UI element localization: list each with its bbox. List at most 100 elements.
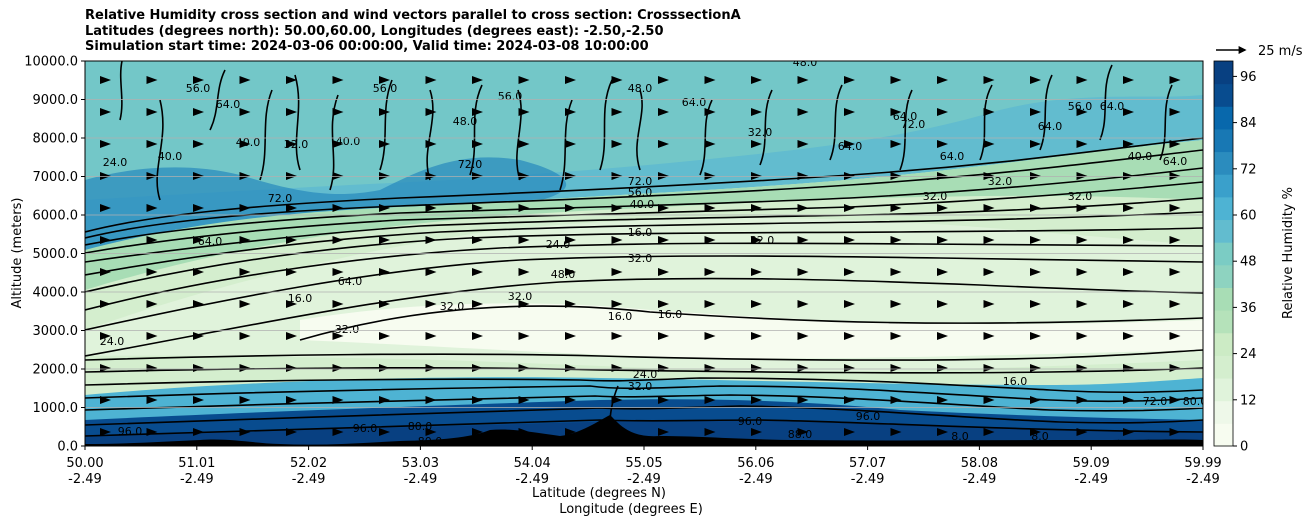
wind-vector <box>704 428 716 436</box>
colorbar: 0 12 24 36 48 60 72 84 96 <box>1213 60 1257 455</box>
wind-vector <box>425 204 437 212</box>
wind-vector <box>797 172 809 180</box>
wind-vector <box>751 300 762 308</box>
wind-vector <box>937 332 948 340</box>
colorbar-tick-label: 48 <box>1240 255 1257 270</box>
contour-line <box>85 405 1203 426</box>
wind-vector <box>751 140 762 148</box>
wind-vector <box>1169 268 1181 276</box>
wind-vector <box>193 140 204 148</box>
wind-vector <box>890 108 902 116</box>
wind-vector <box>890 76 902 84</box>
colorbar-swatch <box>1214 332 1233 356</box>
wind-vector <box>983 364 995 372</box>
wind-vector <box>425 140 437 148</box>
wind-vector <box>146 396 158 404</box>
wind-vector <box>844 364 855 372</box>
wind-vector <box>704 396 716 404</box>
wind-vector <box>239 204 251 212</box>
wind-vector <box>658 172 669 180</box>
wind-vector <box>379 236 390 244</box>
wind-vector <box>1030 332 1041 340</box>
wind-vector <box>286 76 297 84</box>
contour-label: 32.0 <box>750 234 775 247</box>
wind-vector <box>425 268 437 276</box>
contour-line <box>85 277 1203 357</box>
wind-vector <box>983 268 995 276</box>
contour-line <box>85 211 1203 276</box>
wind-vector <box>146 172 158 180</box>
wind-vector <box>1123 428 1134 436</box>
wind-vector <box>983 332 995 340</box>
colorbar-swatch <box>1214 355 1233 379</box>
y-tick-label: 3000.0 <box>33 324 79 339</box>
wind-vector <box>100 300 111 308</box>
x-tick-label-lat: 50.00 <box>66 456 103 471</box>
wind-vector <box>844 236 855 244</box>
contour-label: 96.0 <box>738 415 763 428</box>
wind-vector <box>1169 76 1181 84</box>
wind-vector <box>472 236 483 244</box>
x-tick-label-lon: -2.49 <box>851 472 885 487</box>
y-tick-label: 0.0 <box>57 440 78 455</box>
wind-vector <box>751 236 762 244</box>
contour-line <box>1159 84 1173 161</box>
wind-vector <box>797 300 809 308</box>
wind-vector <box>1030 300 1041 308</box>
wind-vector <box>1123 268 1134 276</box>
wind-vector <box>751 108 762 116</box>
contour-line <box>119 61 123 121</box>
contour-label: 64.0 <box>216 98 241 111</box>
y-tick-label: 4000.0 <box>33 286 79 301</box>
contour-label: 40.0 <box>236 136 261 149</box>
wind-vector <box>239 300 251 308</box>
colorbar-swatch <box>1214 400 1233 424</box>
wind-vector <box>146 364 158 372</box>
wind-vector <box>704 300 716 308</box>
wind-vector <box>983 140 995 148</box>
wind-vector <box>1169 172 1181 180</box>
wind-vector <box>1076 268 1088 276</box>
wind-vector <box>332 268 344 276</box>
wind-vector <box>658 108 669 116</box>
wind-vector <box>844 428 855 436</box>
wind-vector <box>146 236 158 244</box>
wind-vector <box>704 172 716 180</box>
colorbar-swatch <box>1214 83 1233 107</box>
wind-vector <box>751 364 762 372</box>
wind-vectors <box>100 76 1181 436</box>
contour-label: 80.0 <box>408 420 433 433</box>
contour-label: 64.0 <box>893 110 918 123</box>
contour-line <box>979 84 993 161</box>
wind-vector <box>286 268 297 276</box>
wind-vector <box>890 332 902 340</box>
wind-vector <box>239 76 251 84</box>
wind-vector <box>239 172 251 180</box>
colorbar-tick-label: 60 <box>1240 209 1257 224</box>
wind-vector <box>611 428 623 436</box>
contour-label: 16.0 <box>628 226 653 239</box>
wind-vector <box>937 76 948 84</box>
colorbar-tick-label: 84 <box>1240 116 1257 131</box>
wind-vector <box>844 172 855 180</box>
colorbar-frame <box>1213 60 1234 447</box>
wind-vector <box>1169 108 1181 116</box>
wind-vector <box>146 204 158 212</box>
wind-vector <box>937 396 948 404</box>
wind-vector <box>565 108 576 116</box>
wind-vector <box>751 396 762 404</box>
wind-vector <box>100 268 111 276</box>
wind-vector <box>937 268 948 276</box>
title-line-3: Simulation start time: 2024-03-06 00:00:… <box>85 39 649 54</box>
wind-vector <box>286 140 297 148</box>
contour-label: 32.0 <box>988 175 1013 188</box>
colorbar-swatch <box>1214 128 1233 153</box>
wind-vector <box>472 204 483 212</box>
wind-vector <box>844 76 855 84</box>
wind-vector <box>1123 140 1134 148</box>
contour-label: 32.0 <box>1068 190 1093 203</box>
x-tick-label-lat: 52.02 <box>290 456 327 471</box>
y-tick-label: 5000.0 <box>33 247 79 262</box>
colorbar-swatch <box>1214 310 1233 334</box>
rh-fill-band-green <box>85 140 1203 290</box>
